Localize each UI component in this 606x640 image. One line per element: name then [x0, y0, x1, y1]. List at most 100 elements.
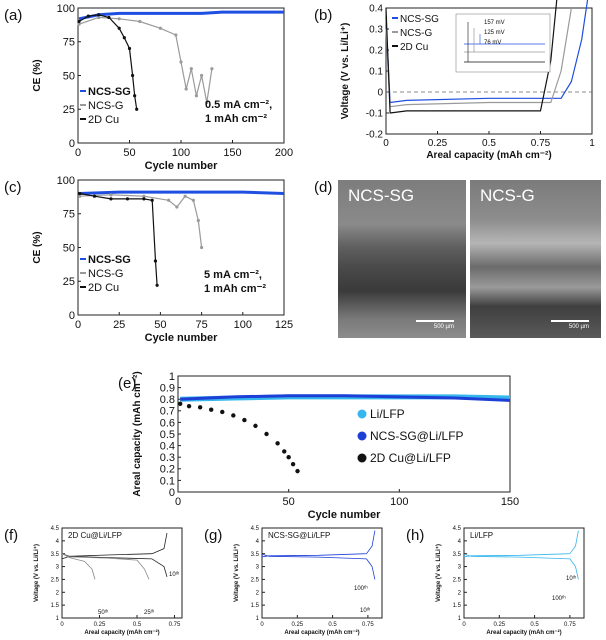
data-point-ncs-g [97, 15, 101, 20]
x-tick-label: 50 [154, 319, 166, 331]
series-line-ncs-sg [79, 190, 285, 195]
data-point-2d-cu [127, 46, 132, 51]
y-axis-label: Voltage (V vs. Li/Li⁺) [435, 544, 442, 602]
data-point-2d-cu [155, 283, 159, 287]
data-point-2d-cu-lfp [282, 449, 287, 454]
data-point-ncs-g [200, 73, 204, 78]
legend-entry: 2D Cu [88, 114, 119, 126]
data-point-2d-cu-lfp [290, 461, 296, 467]
y-tick-label: -0.2 [366, 130, 384, 141]
x-tick-label: 125 [275, 319, 293, 331]
voltage-curve [261, 553, 376, 580]
data-point-ncs-g [194, 94, 199, 98]
y-tick-label: 2 [256, 590, 260, 596]
inset-overpotential-label: 157 mV [484, 20, 505, 26]
series-line-2d-cu [78, 14, 138, 110]
x-tick-label: 200 [275, 147, 293, 159]
x-tick-label: 0.25 [291, 622, 303, 628]
condition-label: 1 mAh cm⁻² [204, 283, 266, 295]
cycle-annotation: 100ᵗʰ [552, 595, 566, 602]
x-tick-label: 0.25 [493, 622, 505, 628]
data-point-2d-cu [78, 191, 82, 196]
x-tick-label: 1 [589, 138, 595, 149]
data-point-2d-cu [133, 94, 137, 98]
data-point-2d-cu-lfp [197, 405, 203, 410]
legend-entry: 2D Cu [400, 42, 428, 53]
y-axis-label: Voltage (V vs. Li/Li⁺) [233, 544, 240, 602]
data-point-2d-cu-lfp [242, 417, 247, 423]
axes-frame-f [61, 527, 183, 619]
data-point-2d-cu [125, 197, 130, 201]
y-tick-label: 1 [169, 371, 175, 383]
y-tick-label: 4 [56, 539, 60, 545]
x-axis-label: Areal capacity (mAh cm⁻²) [84, 629, 159, 636]
panel-title-h: Li/LFP [470, 531, 493, 540]
condition-label: 5 mA cm⁻², [204, 269, 262, 281]
cycle-annotation: 100ᵗʰ [354, 585, 368, 592]
sem-label-ncs-sg: NCS-SG [348, 186, 415, 205]
y-tick-label: 4.5 [51, 526, 60, 532]
legend-entry: NCS-G [88, 100, 123, 112]
y-tick-label: 4 [256, 539, 260, 545]
data-point-ncs-g [78, 194, 82, 198]
data-point-ncs-g [167, 198, 171, 202]
legend-entry: 2D Cu@Li/LFP [370, 451, 451, 465]
y-tick-label: 2.5 [51, 578, 60, 584]
y-tick-label: 0.1 [160, 475, 175, 487]
data-point-2d-cu-lfp [178, 401, 183, 407]
y-tick-label: 50 [63, 70, 75, 82]
x-tick-label: 0.75 [531, 138, 551, 149]
panel-letter-a: (a) [4, 7, 22, 24]
data-point-ncs-g [179, 60, 183, 64]
y-tick-label: 0.7 [160, 406, 175, 418]
y-tick-label: 2 [56, 590, 60, 596]
data-point-2d-cu [130, 73, 135, 78]
y-tick-label: 4.5 [251, 526, 260, 532]
data-point-ncs-g [200, 245, 204, 250]
x-axis-label: Cycle number [308, 509, 381, 521]
data-point-ncs-g [205, 100, 209, 105]
data-point-2d-cu-lfp [275, 441, 280, 446]
y-tick-label: -0.1 [366, 109, 384, 120]
data-point-2d-cu [122, 36, 126, 40]
data-point-2d-cu [86, 14, 90, 18]
y-tick-label: 0 [69, 310, 75, 322]
data-point-2d-cu [107, 15, 111, 20]
y-tick-label: 0.2 [160, 464, 175, 476]
y-axis-label: Areal capacity (mAh cm⁻²) [132, 371, 143, 496]
data-point-2d-cu [142, 197, 146, 201]
y-tick-label: 0.4 [160, 440, 175, 452]
x-tick-label: 0.25 [94, 622, 106, 628]
y-tick-label: 0.8 [160, 394, 175, 406]
data-point-2d-cu-lfp [253, 423, 258, 429]
y-tick-label: 1.5 [251, 603, 260, 609]
data-point-ncs-g [196, 218, 200, 223]
x-axis-label: Cycle number [145, 160, 218, 172]
data-point-2d-cu-lfp [264, 431, 269, 437]
y-tick-label: 4 [458, 539, 462, 545]
data-point-ncs-g [174, 33, 178, 37]
data-point-2d-cu-lfp [231, 413, 236, 418]
y-tick-label: 3.5 [51, 552, 60, 558]
y-tick-label: 0.1 [369, 67, 383, 78]
y-tick-label: 50 [63, 242, 75, 254]
y-tick-label: 1.5 [51, 603, 60, 609]
y-tick-label: 100 [57, 175, 75, 187]
data-point-ncs-g [183, 194, 187, 198]
scale-text: 500 µm [568, 324, 589, 330]
panel-letter-h: (h) [406, 527, 424, 544]
axes-frame-g [261, 527, 383, 619]
scale-bar [416, 320, 454, 322]
legend-entry: NCS-G [400, 28, 432, 39]
x-tick-label: 75 [195, 319, 207, 331]
x-tick-label: 0.75 [169, 622, 181, 628]
condition-label: 1 mAh cm⁻² [205, 113, 267, 125]
y-tick-label: 3 [458, 565, 462, 571]
y-tick-label: 4.5 [453, 526, 462, 532]
legend-entry: Li/LFP [370, 407, 405, 421]
data-point-ncs-g [158, 26, 162, 30]
legend-entry: NCS-SG [400, 14, 439, 25]
y-tick-label: 25 [63, 104, 75, 116]
inset-overpotential-label: 76 mV [484, 40, 501, 46]
